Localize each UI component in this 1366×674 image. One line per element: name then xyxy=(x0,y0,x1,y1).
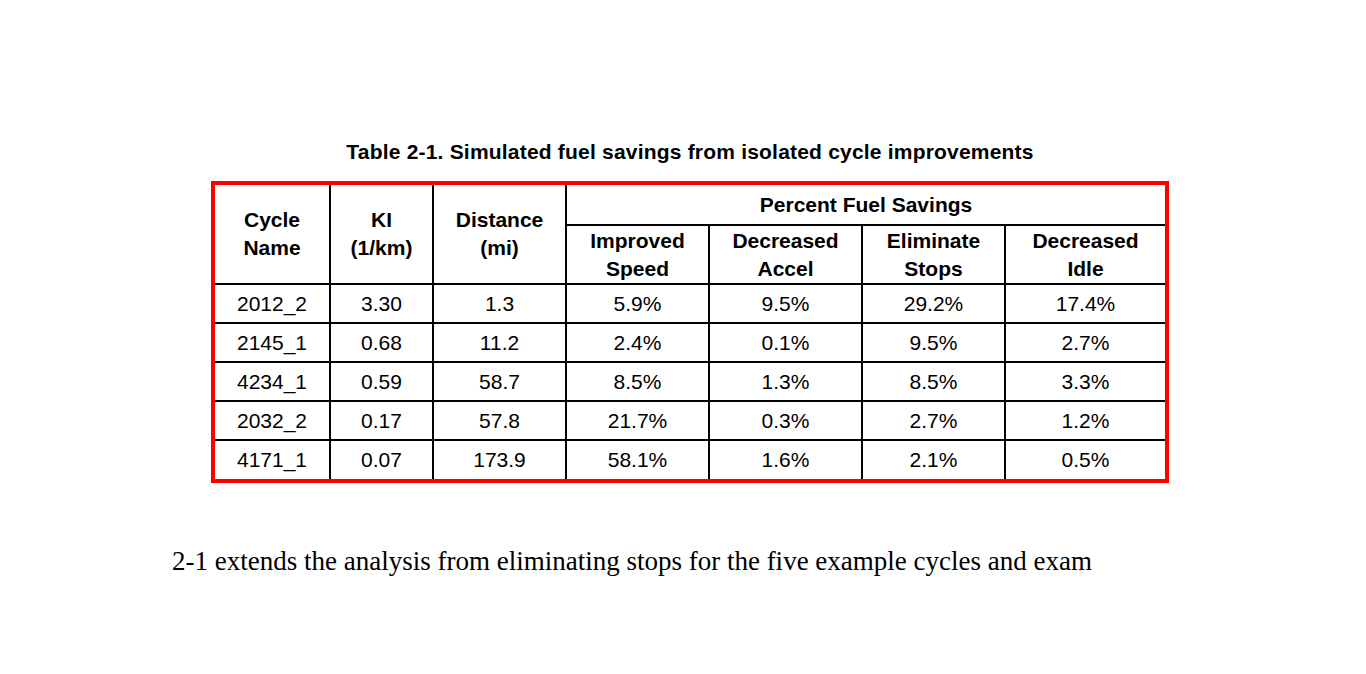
cell-distance: 11.2 xyxy=(433,323,566,362)
col-group-header-percent-fuel-savings: Percent Fuel Savings xyxy=(566,185,1165,225)
cell-decreased-idle: 0.5% xyxy=(1005,440,1165,479)
col-header-cycle-name: Cycle Name xyxy=(215,185,330,284)
table-row: 4234_10.5958.78.5%1.3%8.5%3.3% xyxy=(215,362,1165,401)
cell-decreased-accel: 1.6% xyxy=(709,440,862,479)
cell-decreased-accel: 1.3% xyxy=(709,362,862,401)
cell-cycle: 2032_2 xyxy=(215,401,330,440)
cell-ki: 0.07 xyxy=(330,440,433,479)
cell-improved-speed: 21.7% xyxy=(566,401,709,440)
col-header-decreased-accel: Decreased Accel xyxy=(709,225,862,284)
cell-eliminate-stops: 8.5% xyxy=(862,362,1005,401)
cell-distance: 58.7 xyxy=(433,362,566,401)
cell-decreased-idle: 17.4% xyxy=(1005,284,1165,323)
fuel-savings-table: Cycle Name KI (1/km) Distance (mi) Perce… xyxy=(211,181,1169,483)
cell-distance: 1.3 xyxy=(433,284,566,323)
table-row: 2145_10.6811.22.4%0.1%9.5%2.7% xyxy=(215,323,1165,362)
cell-ki: 0.68 xyxy=(330,323,433,362)
table-row: 2012_23.301.35.9%9.5%29.2%17.4% xyxy=(215,284,1165,323)
col-header-distance: Distance (mi) xyxy=(433,185,566,284)
cell-cycle: 4234_1 xyxy=(215,362,330,401)
cell-eliminate-stops: 2.7% xyxy=(862,401,1005,440)
table-row: 2032_20.1757.821.7%0.3%2.7%1.2% xyxy=(215,401,1165,440)
cell-decreased-idle: 3.3% xyxy=(1005,362,1165,401)
cell-eliminate-stops: 29.2% xyxy=(862,284,1005,323)
cell-cycle: 4171_1 xyxy=(215,440,330,479)
col-header-improved-speed: Improved Speed xyxy=(566,225,709,284)
col-header-eliminate-stops: Eliminate Stops xyxy=(862,225,1005,284)
cell-ki: 0.17 xyxy=(330,401,433,440)
data-table: Cycle Name KI (1/km) Distance (mi) Perce… xyxy=(215,185,1165,479)
cell-decreased-accel: 0.3% xyxy=(709,401,862,440)
cell-improved-speed: 8.5% xyxy=(566,362,709,401)
cell-improved-speed: 5.9% xyxy=(566,284,709,323)
cell-decreased-idle: 2.7% xyxy=(1005,323,1165,362)
cell-distance: 57.8 xyxy=(433,401,566,440)
cell-distance: 173.9 xyxy=(433,440,566,479)
cell-ki: 0.59 xyxy=(330,362,433,401)
header-row-group: Cycle Name KI (1/km) Distance (mi) Perce… xyxy=(215,185,1165,225)
cell-improved-speed: 2.4% xyxy=(566,323,709,362)
table-row: 4171_10.07173.958.1%1.6%2.1%0.5% xyxy=(215,440,1165,479)
col-header-decreased-idle: Decreased Idle xyxy=(1005,225,1165,284)
cell-decreased-idle: 1.2% xyxy=(1005,401,1165,440)
body-text: 2-1 extends the analysis from eliminatin… xyxy=(172,543,1092,579)
cell-improved-speed: 58.1% xyxy=(566,440,709,479)
table-caption: Table 2-1. Simulated fuel savings from i… xyxy=(211,140,1169,164)
cell-ki: 3.30 xyxy=(330,284,433,323)
cell-cycle: 2145_1 xyxy=(215,323,330,362)
cell-cycle: 2012_2 xyxy=(215,284,330,323)
cell-decreased-accel: 9.5% xyxy=(709,284,862,323)
cell-decreased-accel: 0.1% xyxy=(709,323,862,362)
document-page: Table 2-1. Simulated fuel savings from i… xyxy=(0,0,1366,674)
col-header-ki: KI (1/km) xyxy=(330,185,433,284)
table-body: 2012_23.301.35.9%9.5%29.2%17.4%2145_10.6… xyxy=(215,284,1165,479)
cell-eliminate-stops: 9.5% xyxy=(862,323,1005,362)
cell-eliminate-stops: 2.1% xyxy=(862,440,1005,479)
